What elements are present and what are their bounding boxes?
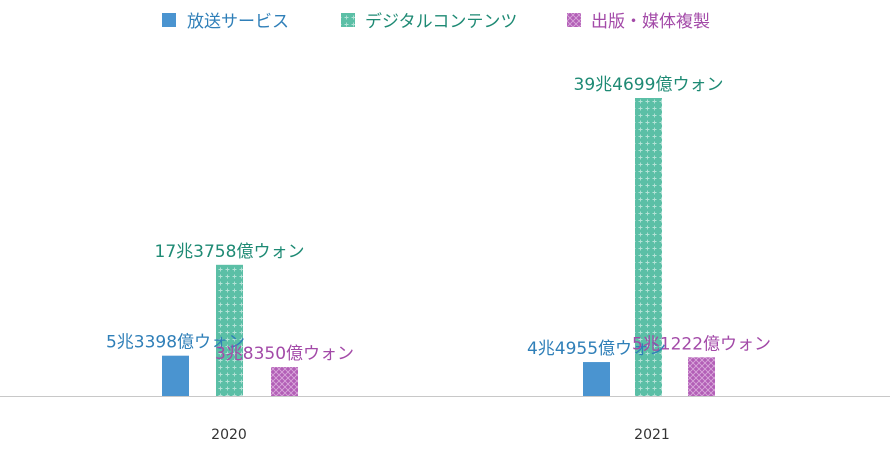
data-label-publishing-2020: 3兆8350億ウォン bbox=[215, 344, 354, 364]
x-tick-label-2021: 2021 bbox=[634, 427, 670, 443]
bar-digital-2021 bbox=[635, 98, 662, 396]
bar-publishing-2020 bbox=[271, 367, 298, 396]
legend-swatch-digital bbox=[341, 13, 355, 27]
legend-swatch-publishing bbox=[567, 13, 581, 27]
value-labels-group: 5兆3398億ウォン 17兆3758億ウォン 3兆8350億ウォン 4兆4955億ウォ… bbox=[106, 75, 771, 364]
data-label-digital-2021: 39兆4699億ウォン bbox=[574, 75, 724, 95]
bar-digital-2020 bbox=[216, 264, 243, 396]
x-tick-label-2020: 2020 bbox=[211, 427, 247, 443]
data-label-broadcast-2021: 4兆4955億ウォン bbox=[527, 339, 666, 359]
bar-broadcast-2020 bbox=[162, 355, 189, 396]
data-label-broadcast-2020: 5兆3398億ウォン bbox=[106, 333, 245, 353]
legend-label-broadcast: 放送サービス bbox=[187, 12, 289, 32]
legend-swatch-broadcast bbox=[162, 13, 176, 27]
bars-group bbox=[162, 98, 715, 396]
legend-label-digital: デジタルコンテンツ bbox=[365, 11, 517, 32]
x-tick-labels-group: 2020 2021 bbox=[211, 427, 670, 443]
data-label-digital-2020: 17兆3758億ウォン bbox=[155, 242, 305, 262]
legend: 放送サービス デジタルコンテンツ 出版・媒体複製 bbox=[162, 11, 710, 32]
bar-publishing-2021 bbox=[688, 357, 715, 396]
data-label-publishing-2021: 5兆1222億ウォン bbox=[632, 334, 771, 354]
bar-broadcast-2021 bbox=[583, 362, 610, 396]
legend-label-publishing: 出版・媒体複製 bbox=[591, 12, 710, 32]
